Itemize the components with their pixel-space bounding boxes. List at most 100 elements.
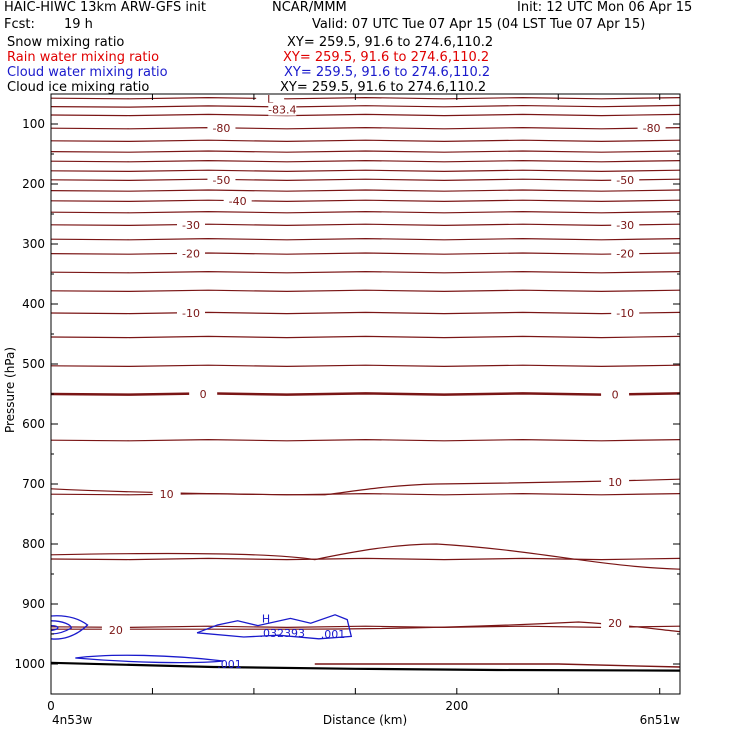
x-axis-label: Distance (km) — [323, 713, 407, 727]
label-bg — [177, 246, 206, 260]
legend-cloud-ice-xy: XY= 259.5, 91.6 to 274.6,110.2 — [280, 80, 487, 95]
temperature-label: 0 — [612, 389, 619, 402]
label-bg — [601, 387, 630, 401]
forecast-hour: 19 h — [64, 17, 93, 32]
temperature-label: -20 — [616, 248, 634, 261]
y-tick-label: 400 — [22, 297, 45, 311]
cloud-water-label: .032393 — [260, 627, 306, 640]
label-bg — [611, 172, 640, 186]
temperature-contour-surface — [314, 663, 681, 668]
temperature-contour — [50, 113, 681, 117]
temperature-label: -30 — [182, 219, 200, 232]
temperature-label: -50 — [616, 174, 634, 187]
temperature-contour — [50, 438, 681, 442]
temperature-contour — [50, 335, 681, 339]
y-tick-label: 800 — [22, 537, 45, 551]
label-bg — [177, 217, 206, 231]
cloud-water-contour — [196, 614, 353, 640]
label-bg — [256, 91, 285, 105]
temperature-label: -80 — [212, 122, 230, 135]
temperature-label: L — [267, 93, 274, 106]
label-bg — [637, 121, 666, 135]
y-tick-label: 300 — [22, 237, 45, 251]
temperature-contour — [50, 270, 681, 274]
label-bg — [101, 622, 130, 636]
label-bg — [152, 487, 181, 501]
temperature-label: 10 — [160, 488, 174, 501]
legend-cloud-water-xy: XY= 259.5, 91.6 to 274.6,110.2 — [284, 65, 491, 80]
temperature-contour — [50, 169, 681, 173]
y-tick-label: 900 — [22, 597, 45, 611]
temperature-contour — [50, 364, 681, 368]
temperature-label: 10 — [608, 476, 622, 489]
temperature-contour-20 — [51, 621, 681, 633]
label-bg — [601, 475, 630, 489]
temperature-contour — [50, 237, 681, 241]
temperature-contour — [50, 492, 681, 496]
cloud-water-label: .001 — [321, 628, 346, 641]
temperature-label: -10 — [182, 307, 200, 320]
y-tick-label: 700 — [22, 477, 45, 491]
valid-time: Valid: 07 UTC Tue 07 Apr 15 (04 LST Tue … — [312, 17, 646, 32]
temperature-contour — [50, 223, 681, 227]
temperature-contour — [50, 139, 681, 143]
legend-snow: Snow mixing ratio — [7, 35, 125, 50]
legend-rain-xy: XY= 259.5, 91.6 to 274.6,110.2 — [283, 50, 490, 65]
x-endpoint-right: 6n51w — [640, 713, 681, 727]
y-tick-label: 500 — [22, 357, 45, 371]
label-bg — [611, 306, 640, 319]
label-bg — [223, 193, 252, 207]
label-bg — [207, 172, 236, 186]
temperature-contour — [50, 104, 681, 108]
temperature-contour-10 — [50, 478, 681, 496]
cloud-water-contour — [50, 620, 72, 635]
temperature-contour — [50, 252, 681, 255]
temperature-label: -10 — [616, 307, 634, 320]
cloud-water-label: H — [262, 612, 270, 625]
y-tick-label: 1000 — [14, 657, 45, 671]
temperature-label: -80 — [643, 122, 661, 135]
cloud-water-label: .001 — [217, 658, 242, 671]
temperature-contour — [50, 126, 681, 130]
organization: NCAR/MMM — [272, 0, 347, 15]
temperature-contour — [50, 311, 681, 315]
temperature-contour — [50, 210, 681, 214]
cloud-water-contour — [75, 654, 224, 664]
surface-line — [50, 661, 681, 672]
temperature-contour-15 — [50, 543, 681, 570]
label-bg — [601, 616, 630, 630]
temperature-contour — [50, 159, 681, 163]
forecast-label: Fcst: — [4, 17, 35, 32]
x-endpoint-left: 4n53w — [52, 713, 93, 727]
label-bg — [177, 306, 206, 319]
temperature-label: -30 — [616, 219, 634, 232]
label-bg — [611, 217, 640, 231]
y-axis-label: Pressure (hPa) — [3, 347, 17, 433]
cloud-water-contour — [50, 615, 89, 640]
label-bg — [268, 102, 297, 116]
temperature-label: -20 — [182, 248, 200, 261]
legend-rain: Rain water mixing ratio — [7, 50, 160, 65]
temperature-label: -40 — [229, 195, 247, 208]
temperature-contour — [50, 189, 681, 192]
y-tick-label: 600 — [22, 417, 45, 431]
model-title: HAIC-HIWC 13km ARW-GFS init — [4, 0, 206, 15]
legend-cloud-water: Cloud water mixing ratio — [7, 65, 168, 80]
temperature-contour — [50, 178, 681, 182]
label-bg — [189, 387, 218, 400]
temperature-label: -50 — [212, 174, 230, 187]
label-bg — [611, 246, 640, 260]
temperature-contour — [50, 199, 681, 203]
temperature-label: 20 — [109, 624, 123, 637]
temperature-contour — [50, 289, 681, 293]
x-tick-label: 200 — [445, 699, 468, 713]
temperature-contour — [50, 392, 681, 396]
temperature-label: 0 — [200, 388, 207, 401]
temperature-label: 20 — [608, 617, 622, 630]
temperature-contour — [50, 625, 681, 629]
temperature-contour — [50, 557, 681, 561]
temperature-contour — [50, 96, 681, 100]
label-bg — [207, 121, 236, 135]
temperature-contour — [50, 150, 681, 153]
